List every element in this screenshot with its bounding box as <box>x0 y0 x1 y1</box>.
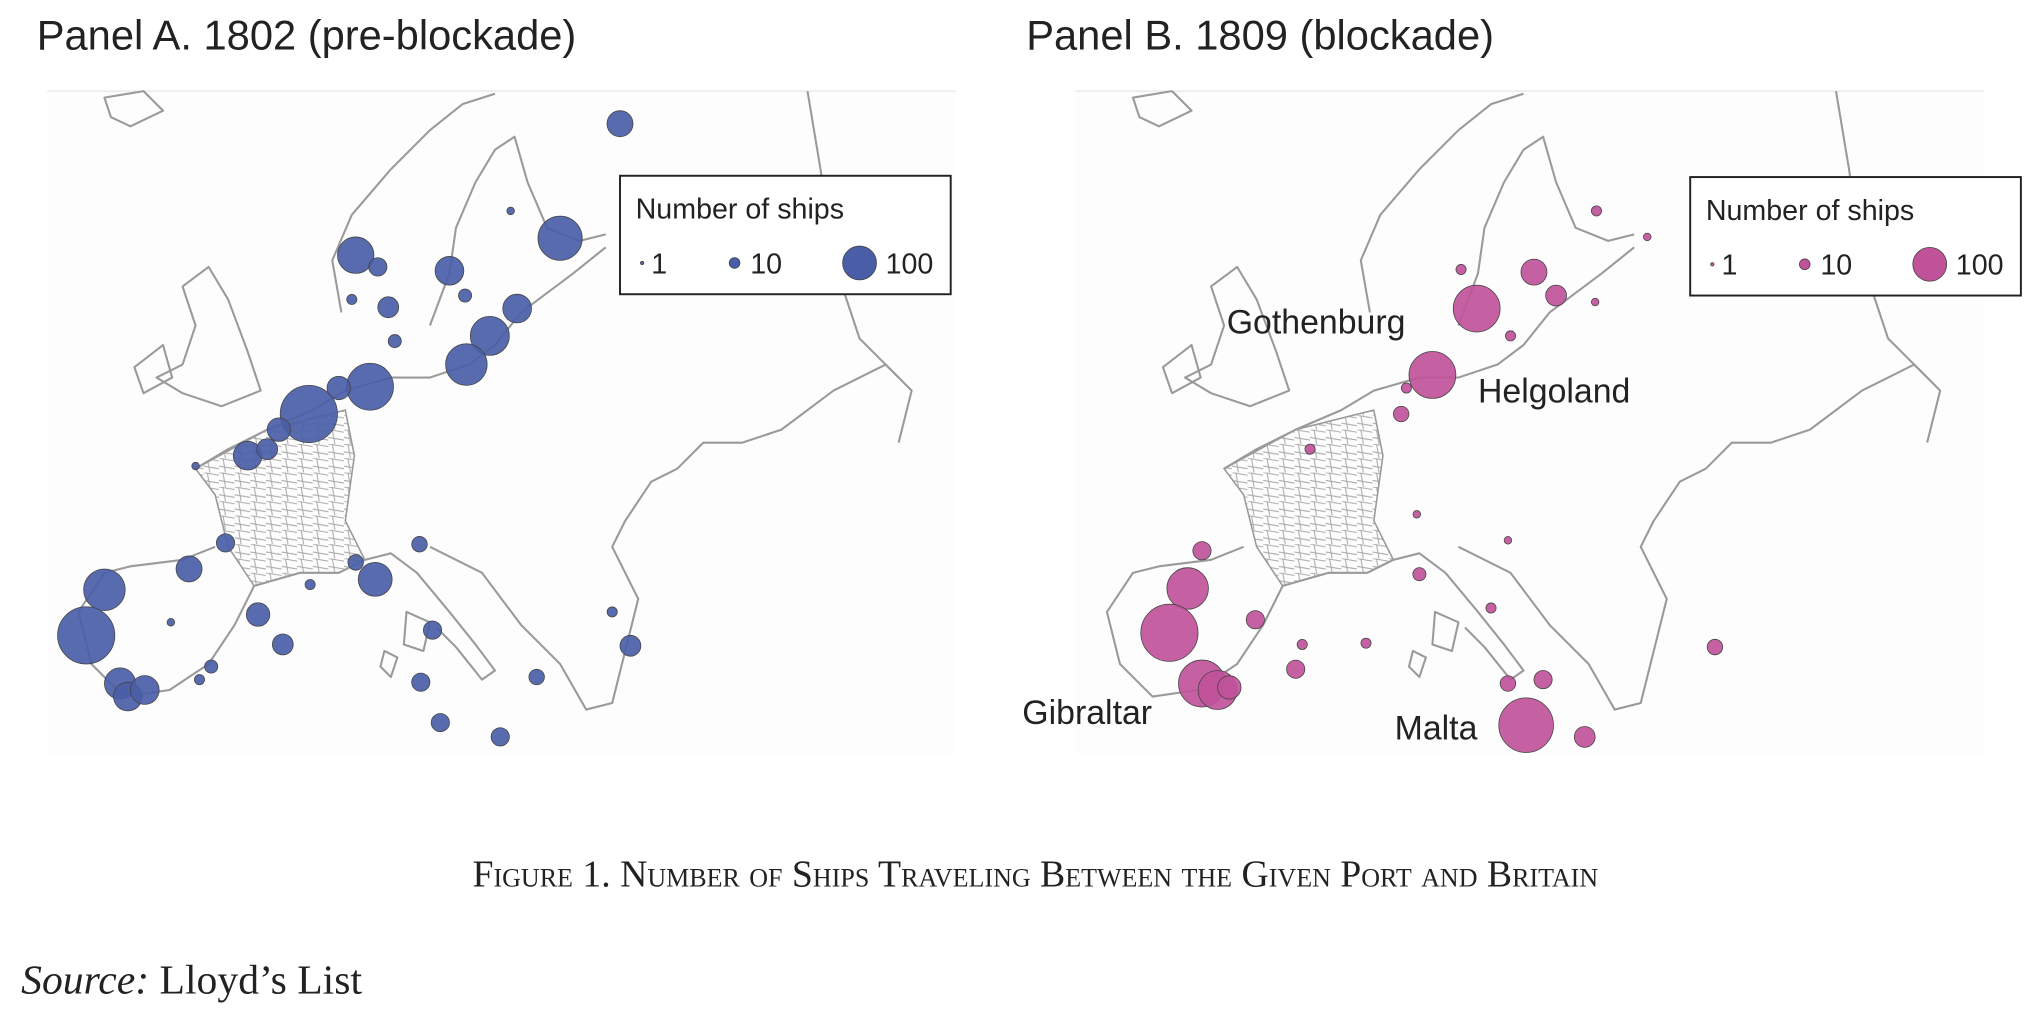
port-bubble <box>194 674 205 686</box>
port-bubble <box>387 334 402 349</box>
port-bubble <box>1533 670 1553 690</box>
legend-title: Number of ships <box>636 194 844 226</box>
port-bubble <box>1166 567 1209 610</box>
port-bubble <box>256 438 279 460</box>
port-bubble <box>1217 675 1242 700</box>
legend-title: Number of ships <box>1706 195 1914 227</box>
port-bubble <box>347 554 364 571</box>
port-bubble <box>1296 638 1308 650</box>
port-bubble <box>271 633 294 656</box>
legend-symbol <box>1912 246 1948 282</box>
port-bubble <box>1140 603 1199 662</box>
port-bubble <box>1452 284 1501 333</box>
port-bubble <box>337 236 375 274</box>
caption: Figure 1. Number of Ships Traveling Betw… <box>473 854 1599 896</box>
port-bubble <box>130 675 160 705</box>
port-bubble <box>1498 697 1554 753</box>
port-bubble <box>191 461 200 471</box>
port-bubble <box>1590 205 1602 217</box>
legend-symbol <box>1799 258 1811 271</box>
legend-box <box>1689 176 2022 297</box>
port-bubble <box>368 257 388 277</box>
legend-label: 10 <box>1820 250 1852 282</box>
port-bubble <box>1485 602 1497 614</box>
legend-label: 1 <box>651 248 667 280</box>
port-bubble <box>1286 659 1306 679</box>
port-bubble <box>1192 541 1212 561</box>
port-bubble <box>57 606 116 665</box>
port-bubble <box>279 385 338 444</box>
port-bubble <box>166 618 176 627</box>
port-bubble <box>357 562 393 597</box>
port-label: Helgoland <box>1478 372 1630 410</box>
legend-label: 100 <box>1956 250 2004 282</box>
port-bubble <box>1412 510 1421 519</box>
legend-label: 10 <box>750 248 782 280</box>
port-bubble <box>411 536 428 553</box>
legend-symbol <box>640 260 645 266</box>
port-bubble <box>175 555 203 583</box>
port-bubble <box>346 362 394 411</box>
port-bubble <box>502 293 532 324</box>
port-bubble <box>458 288 473 303</box>
port-bubble <box>1455 264 1467 275</box>
port-label: Gibraltar <box>1022 694 1152 732</box>
port-bubble <box>423 620 443 640</box>
port-bubble <box>469 315 510 356</box>
port-bubble <box>266 417 292 442</box>
source-text: Lloyd’s List <box>160 957 363 1003</box>
port-bubble <box>204 659 219 674</box>
port-bubble <box>445 343 488 386</box>
port-bubble <box>1706 638 1724 656</box>
port-bubble <box>1505 330 1516 342</box>
port-bubble <box>1408 351 1457 399</box>
port-bubble <box>537 215 583 261</box>
port-bubble <box>216 533 236 553</box>
legend-box <box>619 174 952 296</box>
port-bubble <box>1360 637 1372 649</box>
port-bubble <box>1499 675 1517 692</box>
port-bubble <box>1245 610 1265 630</box>
source-label: Source: <box>21 957 149 1003</box>
port-bubble <box>1573 726 1596 748</box>
port-label: Malta <box>1395 709 1478 747</box>
port-label: Gothenburg <box>1227 303 1406 341</box>
panel-title: Panel B. 1809 (blockade) <box>1026 11 1494 58</box>
port-bubble <box>377 296 400 319</box>
port-bubble <box>619 634 642 657</box>
port-bubble <box>326 375 351 401</box>
port-bubble <box>1304 443 1316 455</box>
port-bubble <box>1590 297 1600 307</box>
port-bubble <box>411 672 431 692</box>
legend-symbol <box>842 245 877 281</box>
port-bubble <box>606 110 634 138</box>
source: Source: Lloyd’s List <box>21 957 362 1003</box>
panel-title: Panel A. 1802 (pre-blockade) <box>37 11 577 58</box>
port-bubble <box>83 568 126 611</box>
port-bubble <box>1545 284 1567 307</box>
port-bubble <box>346 293 358 305</box>
port-bubble <box>1400 382 1412 394</box>
port-bubble <box>1393 405 1410 423</box>
port-bubble <box>1520 258 1548 286</box>
port-bubble <box>430 713 450 733</box>
port-bubble <box>490 727 510 747</box>
port-bubble <box>434 256 465 286</box>
legend-symbol <box>1710 262 1715 267</box>
port-bubble <box>1503 536 1513 545</box>
port-bubble <box>528 668 545 686</box>
legend-label: 1 <box>1721 250 1737 282</box>
port-bubble <box>245 602 271 627</box>
port-bubble <box>1643 232 1652 242</box>
port-bubble <box>506 206 515 216</box>
port-bubble <box>304 579 316 591</box>
legend-symbol <box>728 257 741 269</box>
port-bubble <box>1412 567 1427 582</box>
legend-label: 100 <box>886 248 934 280</box>
port-bubble <box>606 606 618 618</box>
